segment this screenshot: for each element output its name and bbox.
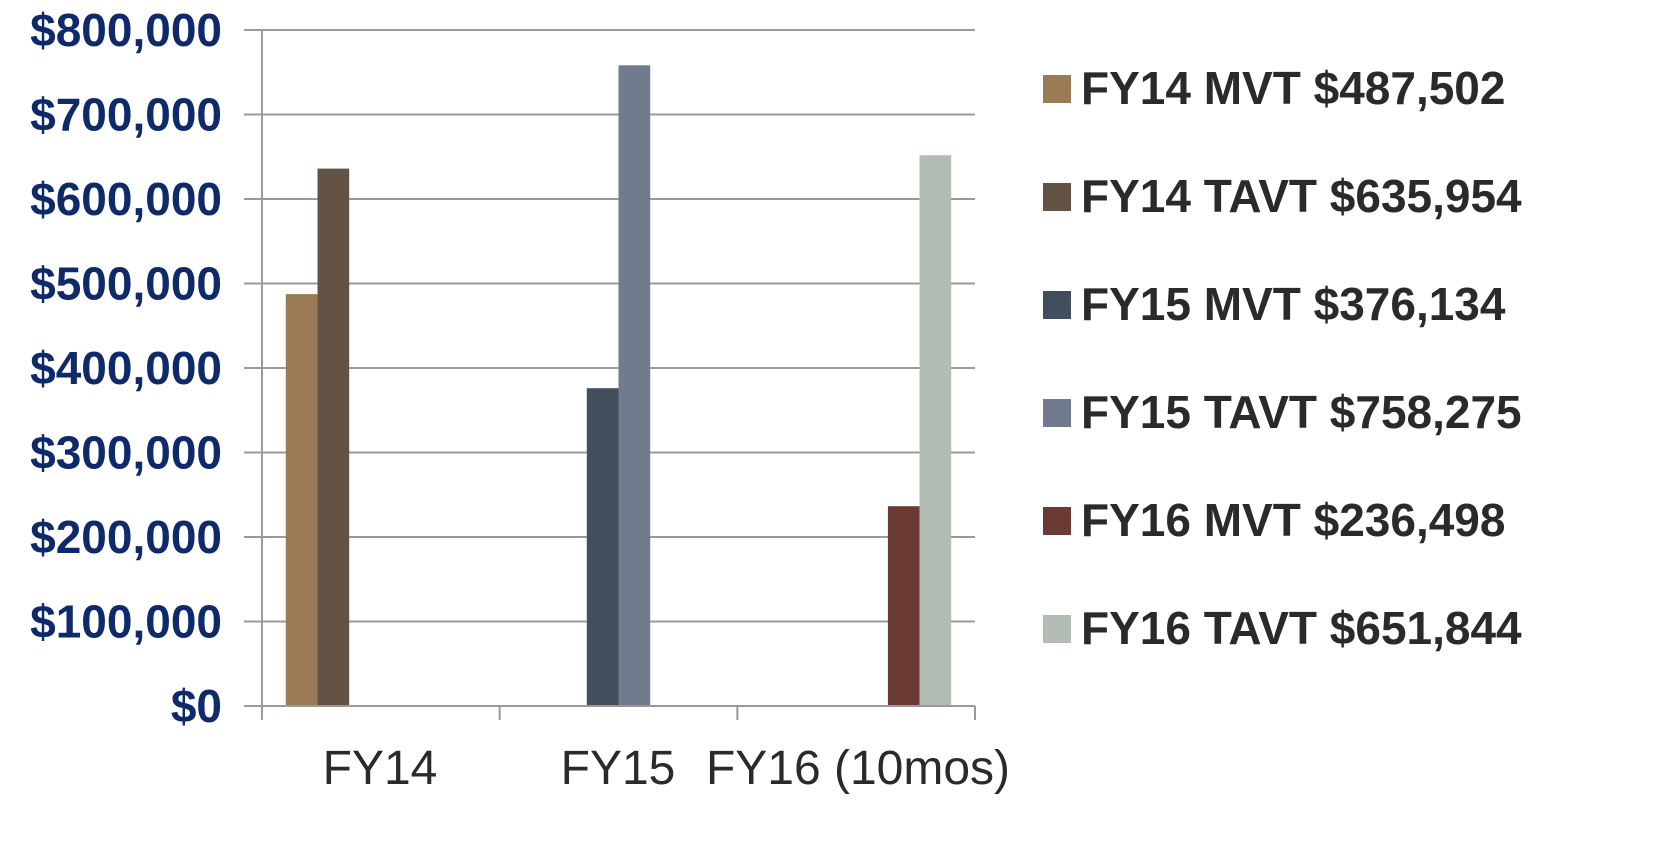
legend-swatch: [1043, 399, 1071, 427]
x-tick-label: FY16 (10mos): [706, 742, 1010, 795]
x-axis-tick-labels: FY14 FY15 FY16 (10mos): [323, 742, 1010, 795]
x-tick-label: FY15: [561, 742, 676, 795]
legend: FY14 MVT $487,502 FY14 TAVT $635,954 FY15 …: [1043, 62, 1522, 654]
legend-swatch: [1043, 507, 1071, 535]
bar: [919, 155, 952, 706]
bar: [317, 168, 350, 707]
legend-label: FY16 MVT $236,498: [1081, 494, 1505, 546]
x-tick-label: FY14: [323, 742, 438, 795]
y-tick-label: $100,000: [30, 596, 222, 648]
y-tick-label: $500,000: [30, 258, 222, 310]
bar: [285, 294, 318, 706]
y-tick-label: $700,000: [30, 89, 222, 141]
legend-label: FY14 MVT $487,502: [1081, 62, 1505, 114]
gridlines: [244, 29, 975, 707]
bar: [618, 65, 651, 707]
y-axis-tick-labels: $0 $100,000 $200,000 $300,000 $400,000 $500,0…: [30, 4, 222, 732]
bar: [887, 506, 920, 706]
y-tick-label: $300,000: [30, 427, 222, 479]
legend-swatch: [1043, 75, 1071, 103]
y-tick-label: $600,000: [30, 173, 222, 225]
legend-label: FY15 TAVT $758,275: [1081, 386, 1522, 438]
y-tick-label: $400,000: [30, 342, 222, 394]
y-tick-label: $800,000: [30, 4, 222, 56]
legend-swatch: [1043, 183, 1071, 211]
y-tick-label: $200,000: [30, 511, 222, 563]
legend-swatch: [1043, 291, 1071, 319]
legend-swatch: [1043, 615, 1071, 643]
legend-label: FY15 MVT $376,134: [1081, 278, 1506, 330]
axes: [261, 30, 976, 720]
y-tick-label: $0: [171, 680, 222, 732]
bars: [285, 65, 952, 707]
legend-label: FY14 TAVT $635,954: [1081, 170, 1522, 222]
legend-label: FY16 TAVT $651,844: [1081, 602, 1522, 654]
bar: [586, 388, 619, 706]
